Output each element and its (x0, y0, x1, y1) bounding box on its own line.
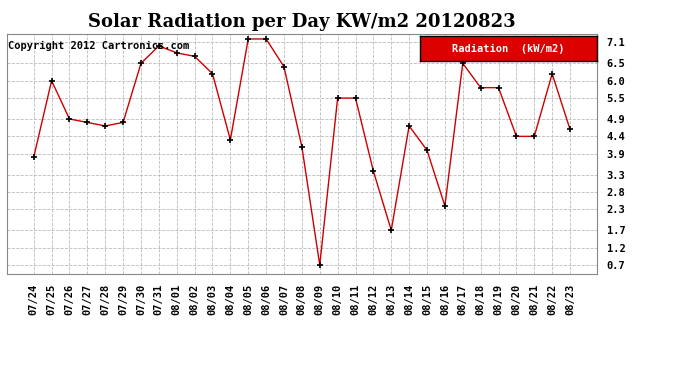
Text: Copyright 2012 Cartronics.com: Copyright 2012 Cartronics.com (8, 41, 189, 51)
Title: Solar Radiation per Day KW/m2 20120823: Solar Radiation per Day KW/m2 20120823 (88, 13, 515, 31)
